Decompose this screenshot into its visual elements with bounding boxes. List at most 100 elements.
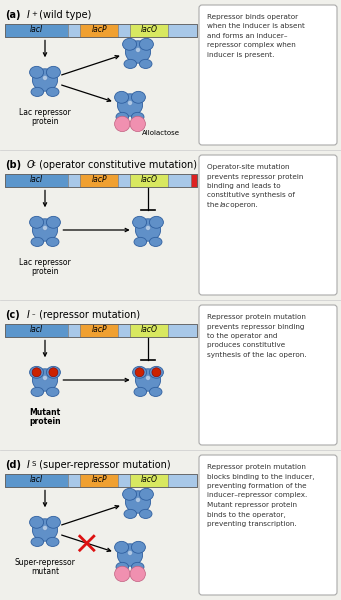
Text: lac: lac: [219, 202, 230, 208]
Ellipse shape: [117, 544, 143, 566]
Bar: [118, 473, 130, 487]
Bar: [5, 23, 197, 37]
Text: lacO: lacO: [140, 25, 158, 34]
Ellipse shape: [135, 219, 161, 241]
Ellipse shape: [124, 509, 137, 518]
Ellipse shape: [123, 488, 137, 500]
Bar: [68, 23, 80, 37]
Ellipse shape: [46, 88, 59, 97]
Bar: [5, 473, 197, 487]
Text: lacI: lacI: [30, 325, 43, 335]
Bar: [168, 473, 197, 487]
Ellipse shape: [135, 369, 161, 391]
Ellipse shape: [139, 59, 152, 68]
Ellipse shape: [43, 76, 47, 80]
Text: prevents repressor binding: prevents repressor binding: [207, 323, 305, 329]
Ellipse shape: [124, 59, 137, 68]
Ellipse shape: [128, 550, 132, 556]
Bar: [80, 23, 118, 37]
Ellipse shape: [116, 562, 129, 571]
Ellipse shape: [43, 376, 47, 380]
Ellipse shape: [149, 367, 163, 378]
Text: lacP: lacP: [91, 25, 107, 34]
Text: lacI: lacI: [30, 175, 43, 185]
Text: constitutive synthesis of: constitutive synthesis of: [207, 193, 295, 199]
Text: (d): (d): [5, 460, 21, 470]
Bar: [130, 173, 168, 187]
Ellipse shape: [46, 238, 59, 247]
Bar: [168, 23, 197, 37]
Ellipse shape: [32, 519, 58, 541]
Ellipse shape: [134, 388, 147, 397]
FancyBboxPatch shape: [199, 455, 337, 595]
Ellipse shape: [32, 369, 58, 391]
Bar: [5, 473, 68, 487]
Text: blocks binding to the inducer,: blocks binding to the inducer,: [207, 473, 314, 479]
Text: when the inducer is absent: when the inducer is absent: [207, 23, 305, 29]
Ellipse shape: [125, 41, 151, 63]
Text: Mutant: Mutant: [29, 407, 61, 416]
Ellipse shape: [125, 491, 151, 513]
Text: lacO: lacO: [140, 175, 158, 185]
Ellipse shape: [30, 217, 44, 228]
Text: Super-repressor: Super-repressor: [15, 557, 75, 566]
Ellipse shape: [115, 91, 129, 103]
Text: (b): (b): [5, 160, 21, 170]
Text: Repressor protein mutation: Repressor protein mutation: [207, 464, 306, 470]
Ellipse shape: [46, 517, 60, 528]
Bar: [5, 23, 68, 37]
Bar: [118, 323, 130, 337]
Ellipse shape: [117, 94, 143, 116]
Text: to the operator and: to the operator and: [207, 333, 278, 339]
Text: lacO: lacO: [140, 325, 158, 335]
Bar: [130, 323, 168, 337]
Circle shape: [152, 368, 161, 377]
Ellipse shape: [133, 367, 147, 378]
Text: lacP: lacP: [91, 325, 107, 335]
Ellipse shape: [46, 388, 59, 397]
Ellipse shape: [131, 562, 144, 571]
Text: Repressor protein mutation: Repressor protein mutation: [207, 314, 306, 320]
Ellipse shape: [134, 238, 147, 247]
Ellipse shape: [128, 100, 132, 106]
Text: –: –: [31, 311, 35, 317]
Text: S: S: [31, 461, 36, 467]
Text: lacI: lacI: [30, 475, 43, 485]
Ellipse shape: [31, 388, 44, 397]
Ellipse shape: [32, 69, 58, 91]
Ellipse shape: [149, 238, 162, 247]
Ellipse shape: [149, 388, 162, 397]
Bar: [80, 473, 118, 487]
Ellipse shape: [136, 497, 140, 502]
Text: (repressor mutation): (repressor mutation): [36, 310, 140, 320]
Text: (super-repressor mutation): (super-repressor mutation): [36, 460, 170, 470]
Ellipse shape: [146, 226, 150, 230]
Circle shape: [49, 368, 58, 377]
Text: c: c: [31, 161, 35, 167]
Bar: [5, 323, 68, 337]
Ellipse shape: [31, 538, 44, 547]
Text: lacO: lacO: [140, 475, 158, 485]
Text: (c): (c): [5, 310, 20, 320]
Circle shape: [115, 116, 130, 131]
Bar: [5, 323, 197, 337]
Ellipse shape: [133, 217, 147, 228]
Ellipse shape: [116, 112, 129, 121]
Ellipse shape: [46, 367, 60, 378]
Text: mutant: mutant: [31, 566, 59, 575]
Ellipse shape: [139, 38, 153, 50]
Ellipse shape: [115, 541, 129, 553]
Ellipse shape: [43, 526, 47, 530]
Text: +: +: [31, 11, 38, 17]
Ellipse shape: [31, 238, 44, 247]
Text: the: the: [207, 202, 221, 208]
Ellipse shape: [131, 541, 145, 553]
Text: prevents repressor protein: prevents repressor protein: [207, 173, 303, 179]
Text: Allolactose: Allolactose: [142, 130, 180, 136]
FancyBboxPatch shape: [199, 155, 337, 295]
Bar: [68, 323, 80, 337]
Circle shape: [130, 116, 145, 131]
Text: (wild type): (wild type): [36, 10, 91, 20]
Ellipse shape: [30, 67, 44, 78]
Ellipse shape: [46, 67, 60, 78]
